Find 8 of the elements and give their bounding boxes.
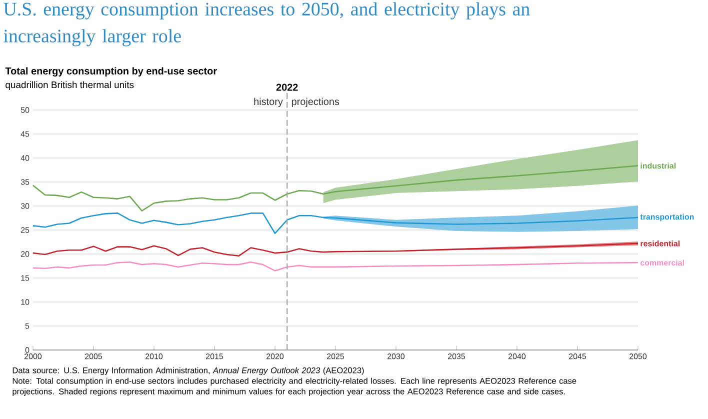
chart-subtitle: Total energy consumption by end-use sector	[5, 67, 217, 77]
text: 2022	[276, 84, 298, 91]
text: quadrillion British thermal units	[6, 81, 134, 90]
source-note: Data source: U.S. Energy Information Administration, Annual Energy Outlook 2023 (AEO2023)	[12, 367, 364, 375]
text: projections	[292, 98, 340, 108]
text: history	[254, 98, 283, 108]
text: Note: Total consumption in end-use sectors includes purchased electricity and electricity-related losses. Each line represents AEO2023 Reference case projections. Shaded regions represent maximum and minimum values for each projection year across the AEO2023 Reference case and side cases.	[12, 378, 576, 396]
chart-title: U.S. energy consumption increases to 2050, and electricity plays an increasingly larger role	[4, 2, 530, 46]
